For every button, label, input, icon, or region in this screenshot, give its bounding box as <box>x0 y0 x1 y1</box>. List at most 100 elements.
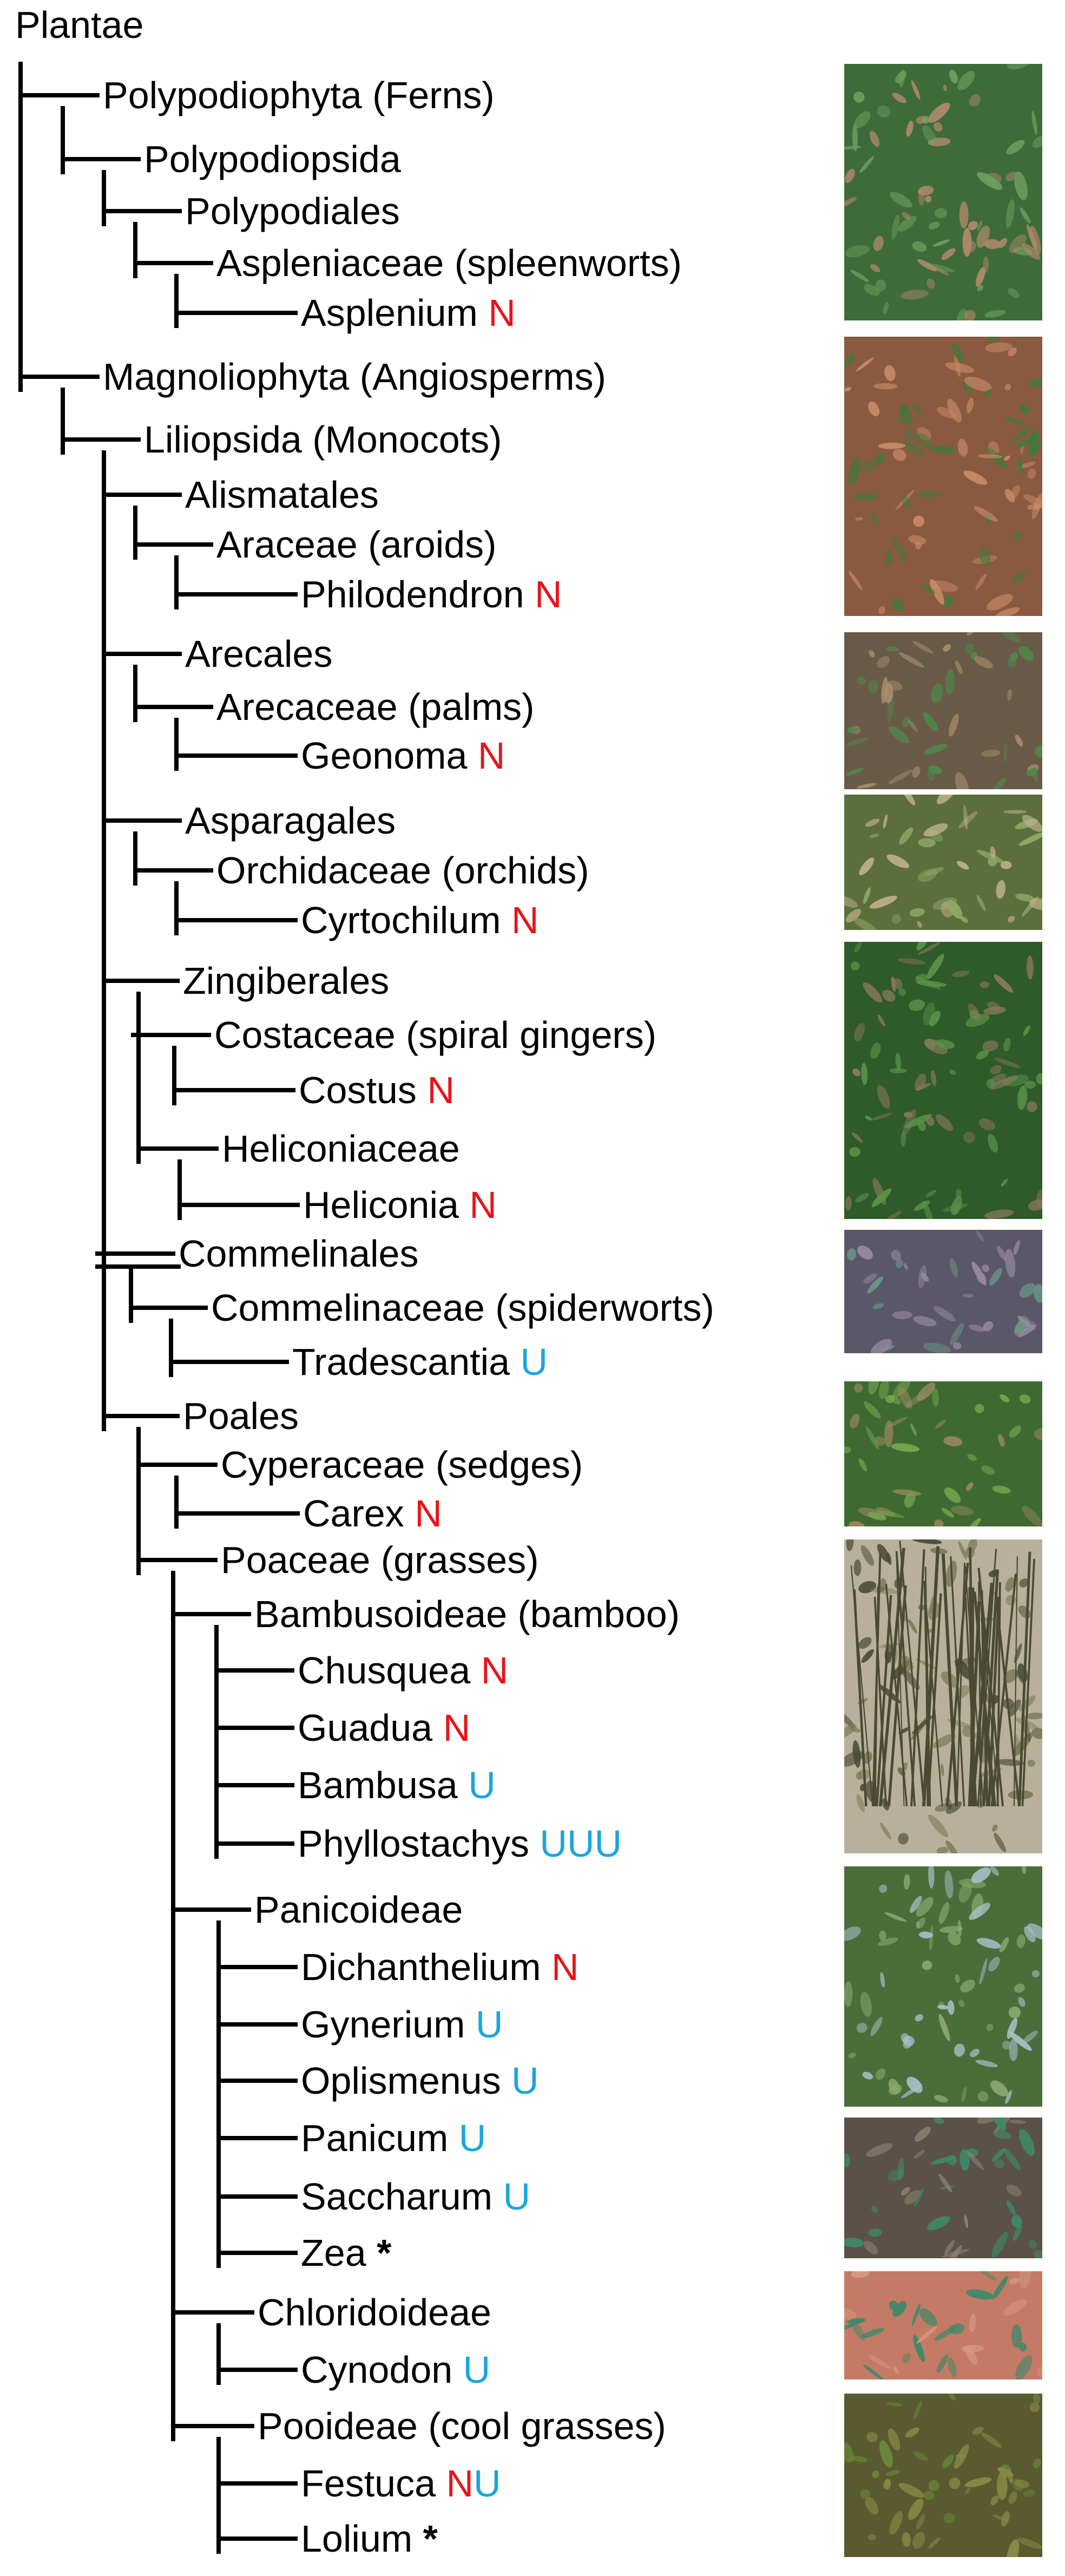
status-tag: UUU <box>540 1823 622 1865</box>
node-label: Guadua <box>298 1707 432 1749</box>
status-tag-letter: N <box>488 292 516 334</box>
node-label: Heliconiaceae <box>222 1128 460 1170</box>
status-tag-letter: U <box>521 1341 548 1383</box>
node-commelinales: Commelinales <box>179 1233 418 1275</box>
node-cyperaceae: Cyperaceae (sedges) <box>221 1444 583 1486</box>
photo-asplenium-fern <box>844 64 1042 320</box>
node-label: Cyperaceae (sedges) <box>221 1444 583 1486</box>
node-label: Philodendron <box>301 573 524 615</box>
node-label: Araceae (aroids) <box>216 523 496 566</box>
node-poales: Poales <box>183 1395 299 1437</box>
node-label: Panicoideae <box>254 1889 463 1931</box>
status-tag: N <box>551 1946 579 1988</box>
status-tag-letter: U <box>511 2060 539 2102</box>
node-saccharum: Saccharum U <box>301 2175 530 2218</box>
status-tag-letter: U <box>476 2003 503 2046</box>
status-tag: N <box>443 1707 471 1749</box>
node-asparagales: Asparagales <box>185 799 396 842</box>
node-label: Polypodiales <box>185 190 400 232</box>
node-heliconia: Heliconia N <box>303 1184 497 1226</box>
node-label: Phyllostachys <box>298 1823 529 1865</box>
node-liliopsida: Liliopsida (Monocots) <box>144 418 502 461</box>
node-label: Poaceae (grasses) <box>221 1539 539 1581</box>
status-tag-letter: U <box>503 2175 531 2218</box>
status-tag: N <box>488 292 516 334</box>
node-label: Zingiberales <box>183 960 389 1002</box>
node-label: Chusquea <box>298 1649 470 1692</box>
node-label: Arecales <box>185 633 332 675</box>
node-panicum: Panicum U <box>301 2117 486 2159</box>
node-label: Zea <box>301 2232 366 2274</box>
photo-pooideae-grass <box>844 2394 1042 2557</box>
node-araceae: Araceae (aroids) <box>216 523 496 566</box>
node-label: Arecaceae (palms) <box>216 686 534 728</box>
status-tag: U <box>463 2349 491 2391</box>
node-label: Geonoma <box>301 735 467 777</box>
status-tag-letter: U <box>468 1764 496 1806</box>
node-polypodiales: Polypodiales <box>185 190 400 232</box>
node-oplismenus: Oplismenus U <box>301 2060 539 2102</box>
node-panicoideae: Panicoideae <box>254 1889 463 1931</box>
node-gynerium: Gynerium U <box>301 2003 503 2046</box>
node-costaceae: Costaceae (spiral gingers) <box>214 1014 656 1056</box>
node-zingiberales: Zingiberales <box>183 960 389 1002</box>
node-chusquea: Chusquea N <box>298 1649 508 1692</box>
node-dichanthelium: Dichanthelium N <box>301 1946 579 1988</box>
photo-philodendron-leaf-litter <box>844 337 1042 616</box>
status-tag-letter: N <box>443 1707 471 1749</box>
node-bambusoideae: Bambusoideae (bamboo) <box>254 1593 680 1635</box>
status-tag-letter: N <box>446 2462 474 2505</box>
node-heliconiaceae: Heliconiaceae <box>222 1128 460 1170</box>
node-orchidaceae: Orchidaceae (orchids) <box>216 849 589 892</box>
node-aspleniaceae: Aspleniaceae (spleenworts) <box>216 242 682 284</box>
node-cyrtochilum: Cyrtochilum N <box>301 899 539 941</box>
tree-labels: Plantae Polypodiophyta (Ferns) Polypodiops… <box>15 4 714 2560</box>
photo-saccharum-zea <box>844 2118 1042 2258</box>
status-tag-letter: N <box>481 1649 509 1692</box>
node-commelinaceae: Commelinaceae (spiderworts) <box>211 1287 714 1329</box>
node-bambusa: Bambusa U <box>298 1764 496 1806</box>
node-pooideae: Pooideae (cool grasses) <box>258 2405 666 2447</box>
node-carex: Carex N <box>303 1492 442 1535</box>
status-tag: U <box>521 1341 548 1383</box>
node-arecaceae: Arecaceae (palms) <box>216 686 534 728</box>
node-asplenium: Asplenium N <box>301 292 516 334</box>
node-label: Commelinaceae (spiderworts) <box>211 1287 714 1329</box>
root-label: Plantae <box>15 4 143 46</box>
status-tag-letter: U <box>595 1823 622 1865</box>
node-label: Costaceae (spiral gingers) <box>214 1014 656 1056</box>
node-label: Saccharum <box>301 2175 492 2218</box>
node-label: Polypodiophyta (Ferns) <box>103 74 495 116</box>
node-poaceae: Poaceae (grasses) <box>221 1539 539 1581</box>
photo-bamboo-clump <box>844 1539 1042 1853</box>
node-label: Bambusoideae (bamboo) <box>254 1593 680 1635</box>
status-tag: U <box>459 2117 487 2159</box>
photo-cynodon-red-soil <box>844 2271 1042 2380</box>
node-label: Chloridoideae <box>258 2291 491 2334</box>
photo-carex-sedge <box>844 1381 1042 1526</box>
node-label: Gynerium <box>301 2003 465 2046</box>
node-label: Pooideae (cool grasses) <box>258 2405 666 2447</box>
photo-panicoideae-grass <box>844 1866 1042 2107</box>
node-alismatales: Alismatales <box>185 474 379 516</box>
node-polypodiophyta: Polypodiophyta (Ferns) <box>103 74 495 116</box>
status-tag-letter: N <box>511 899 539 941</box>
node-cynodon: Cynodon U <box>301 2349 490 2391</box>
node-label: Festuca <box>301 2462 436 2505</box>
status-tag: N <box>427 1069 455 1111</box>
node-label: Commelinales <box>179 1233 418 1275</box>
node-label: Tradescantia <box>292 1341 510 1383</box>
status-tag: U <box>476 2003 503 2046</box>
node-label: Asplenium <box>301 292 478 334</box>
status-tag: NU <box>446 2462 501 2505</box>
node-label: Panicum <box>301 2117 448 2159</box>
node-phyllostachys: Phyllostachys UUU <box>298 1823 622 1865</box>
node-guadua: Guadua N <box>298 1707 470 1749</box>
photo-tradescantia-spiderwort <box>844 1230 1042 1353</box>
status-tag: U <box>503 2175 531 2218</box>
photo-costus-heliconia <box>844 942 1042 1219</box>
node-label: Heliconia <box>303 1184 459 1226</box>
status-tag-letter: U <box>474 2462 501 2505</box>
tree-branch-lines <box>18 62 300 2554</box>
